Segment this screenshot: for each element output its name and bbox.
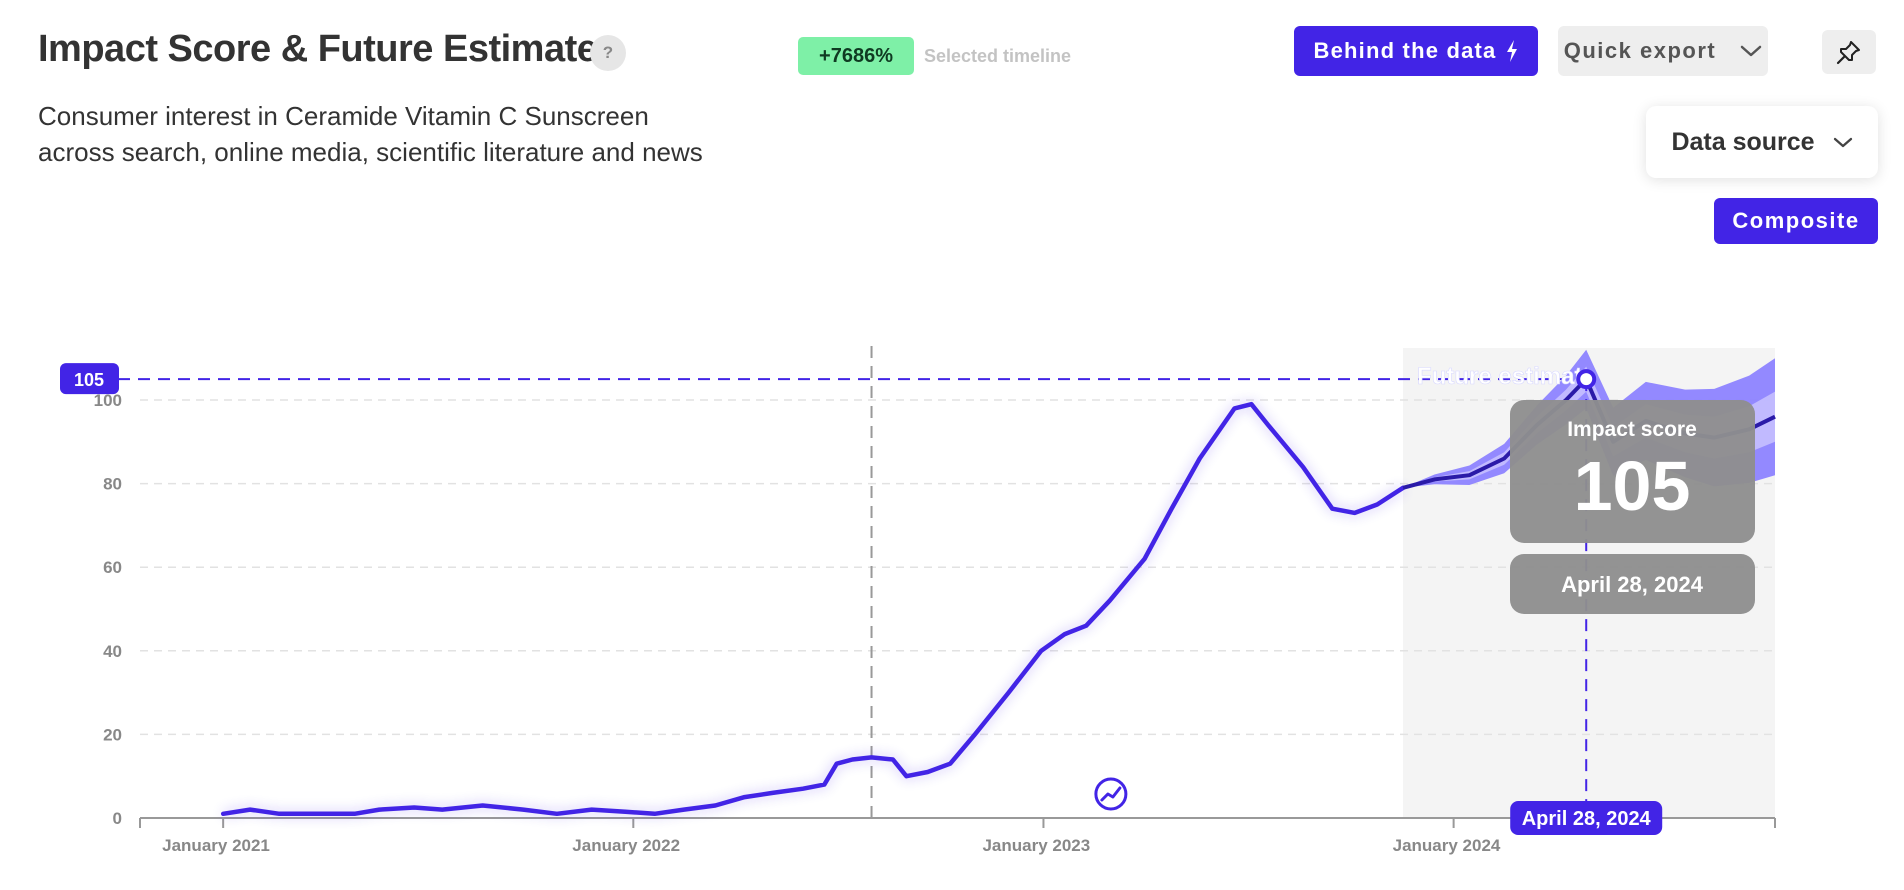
future-estimate-label: Future estimate [1417,363,1596,390]
pin-icon [1836,41,1860,65]
subtitle-line-1: Consumer interest in Ceramide Vitamin C … [38,101,649,131]
y-tick-label: 100 [94,391,122,410]
y-tick-label: 20 [103,725,122,744]
lightning-icon [1506,40,1517,62]
subtitle-line-2: across search, online media, scientific … [38,137,703,167]
tooltip-value: 105 [1574,447,1691,525]
selected-timeline-label: Selected timeline [924,46,1072,66]
reference-label: 105 [74,370,104,390]
composite-button[interactable]: Composite [1714,198,1878,244]
reference-label-tag [60,363,119,395]
quick-export-button[interactable]: Quick export [1558,26,1768,76]
x-tick-label: January 2022 [572,836,680,855]
tooltip-box [1510,400,1755,543]
tooltip-title: Impact score [1567,418,1697,441]
date-marker-tag [1510,801,1663,835]
date-marker-label: April 28, 2024 [1522,808,1652,830]
pin-button[interactable] [1822,30,1876,74]
change-badge: +7686% [798,37,914,75]
quick-export-label: Quick export [1563,38,1717,63]
help-label: ? [602,43,614,62]
x-tick-label: January 2024 [1393,836,1501,855]
y-tick-label: 80 [103,475,122,494]
tooltip-date: April 28, 2024 [1561,572,1704,597]
y-tick-label: 40 [103,642,122,661]
x-tick-label: January 2021 [162,836,270,855]
behind-the-data-button[interactable]: Behind the data [1294,26,1538,76]
series-line [220,401,1406,817]
tooltip-date-box [1510,554,1755,614]
trend-icon-line [1100,786,1122,802]
chevron-down-icon [1833,137,1852,147]
y-tick-label: 0 [113,809,122,828]
highlight-point [1576,369,1597,390]
forecast-band-inner [1403,366,1775,488]
question-icon[interactable]: ? [590,35,626,71]
y-tick-label: 60 [103,558,122,577]
chart-subtitle: Consumer interest in Ceramide Vitamin C … [38,98,758,170]
behind-the-data-label: Behind the data [1313,38,1497,63]
data-source-label: Data source [1671,127,1815,156]
series-line-glow [222,399,1406,818]
x-tick-label: January 2023 [982,836,1090,855]
trend-icon[interactable] [1094,777,1128,811]
data-source-dropdown[interactable]: Data source [1646,106,1878,178]
trend-icon-ring [1094,777,1128,811]
chevron-down-icon [1740,45,1762,57]
page-title: Impact Score & Future Estimate [38,28,598,70]
